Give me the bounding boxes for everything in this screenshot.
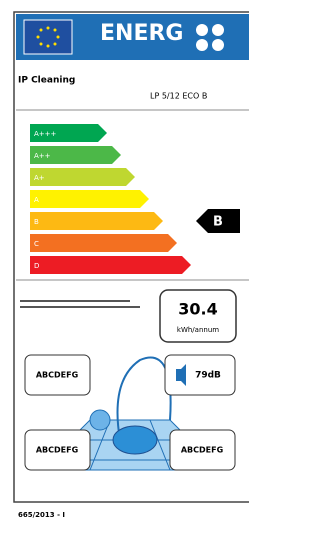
class-label: C [34, 240, 39, 248]
class-arrow [30, 212, 163, 230]
class-label: B [34, 218, 39, 226]
model: LP 5/12 ECO B [150, 92, 207, 101]
class-label: A+ [34, 174, 45, 182]
brand: ENERG [100, 21, 183, 46]
eu-flag [24, 20, 72, 54]
class-label: A+++ [34, 130, 57, 138]
energy-value: 30.4 [178, 300, 217, 319]
class-label: A [34, 196, 39, 204]
class-label: A++ [34, 152, 51, 160]
class-label: D [34, 262, 39, 270]
supplier: IP Cleaning [18, 76, 75, 86]
class-arrow [30, 190, 149, 208]
class-arrow [30, 234, 177, 252]
energy-label: ENERG IP Cleaning LP 5/12 ECO B A+++ A++ A… [0, 0, 249, 529]
regulation: 665/2013 - I [18, 511, 65, 519]
class-arrow [30, 256, 191, 274]
hard-floor-class: ABCDEFG [36, 446, 78, 455]
emission-class: ABCDEFG [181, 446, 223, 455]
noise: 79dB [195, 371, 221, 381]
energy-unit: kWh/annum [177, 326, 219, 334]
class-arrow [30, 168, 135, 186]
rating: B [213, 215, 223, 230]
carpet-class: ABCDEFG [36, 371, 78, 380]
